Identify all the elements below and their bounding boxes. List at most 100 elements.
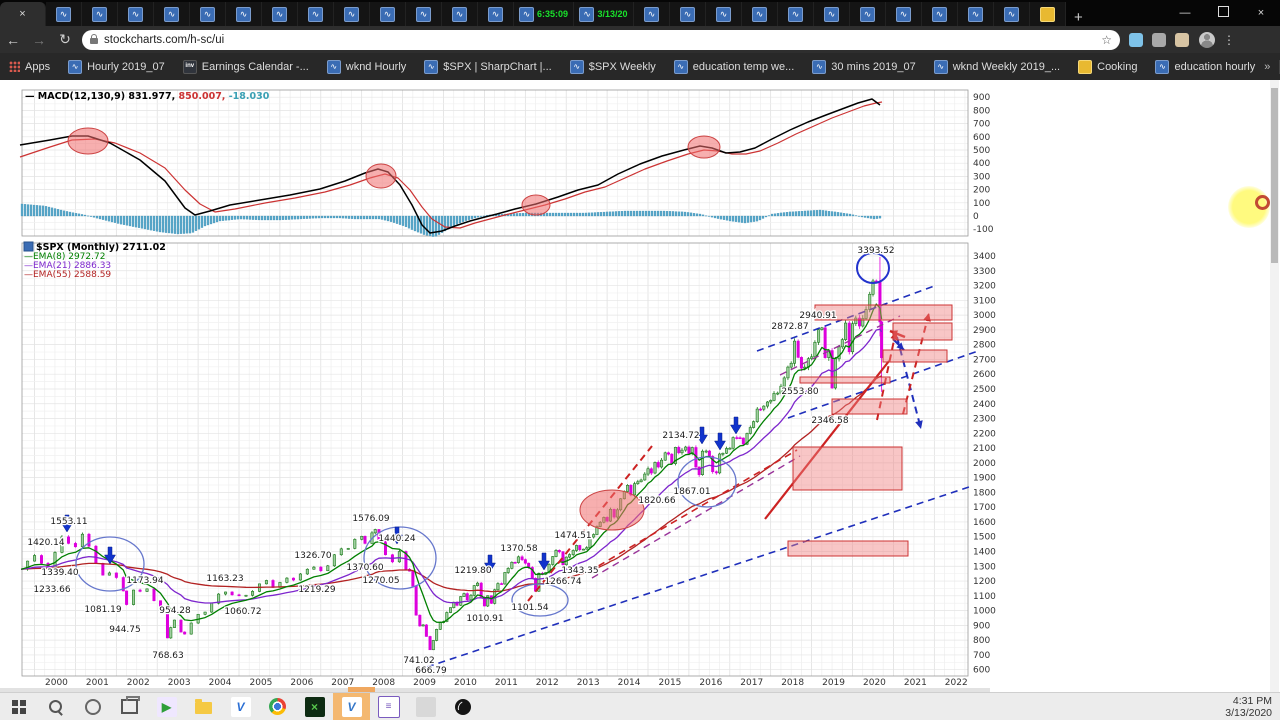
svg-text:1101.54: 1101.54 (511, 603, 548, 613)
bookmark-item[interactable]: ∿ $SPX Weekly (569, 59, 656, 74)
taskbar-app-media[interactable]: ▶ (148, 693, 185, 720)
tab-mini[interactable]: ∿ (958, 2, 994, 26)
window-controls: — × (1166, 0, 1280, 26)
cortana-button[interactable] (74, 693, 111, 720)
taskbar-app-trade-active[interactable]: V (333, 692, 370, 720)
tab-mini[interactable]: ∿ (886, 2, 922, 26)
stockcharts-favicon: ∿ (752, 6, 767, 22)
tab-mini[interactable]: ∿ (778, 2, 814, 26)
tab-mini[interactable]: ∿ (226, 2, 262, 26)
search-button[interactable] (37, 693, 74, 720)
bookmark-item[interactable]: ∿ wknd Hourly (326, 59, 406, 74)
tab-mini[interactable]: ∿ (922, 2, 958, 26)
svg-text:3000: 3000 (973, 311, 996, 321)
tab-mini[interactable]: ∿ (334, 2, 370, 26)
file-explorer-icon (195, 699, 212, 714)
taskbar-clock[interactable]: 4:31 PM 3/13/2020 (1225, 695, 1280, 719)
svg-text:2600: 2600 (973, 370, 996, 380)
address-bar[interactable]: stockcharts.com/h-sc/ui ☆ (82, 29, 1120, 50)
svg-text:1339.40: 1339.40 (41, 568, 78, 578)
spx-monthly-chart[interactable]: 9008007006005004003002001000-10034003300… (0, 80, 1280, 693)
new-tab-button[interactable]: + (1074, 9, 1083, 26)
tab-mini[interactable]: ∿ (406, 2, 442, 26)
task-view-icon (121, 696, 140, 714)
stockcharts-favicon: ∿ (200, 6, 215, 22)
svg-text:3200: 3200 (973, 282, 996, 292)
tab-mini[interactable]: ∿ (850, 2, 886, 26)
taskbar-app-inactive[interactable] (407, 693, 444, 720)
forward-button[interactable]: → (32, 31, 46, 48)
svg-text:1219.80: 1219.80 (454, 566, 491, 576)
url-text[interactable]: stockcharts.com/h-sc/ui (104, 33, 225, 46)
tab-mini[interactable]: ∿ (46, 2, 82, 26)
svg-text:2019: 2019 (822, 678, 845, 688)
scrollbar-thumb[interactable] (1271, 88, 1278, 263)
bookmark-label: wknd Weekly 2019_... (952, 60, 1061, 73)
minimize-button[interactable]: — (1179, 7, 1191, 19)
bookmark-item[interactable]: ∿ 30 mins 2019_07 (812, 59, 916, 74)
tab-mini[interactable]: ∿ (262, 2, 298, 26)
bookmark-item[interactable]: ∿ $SPX | SharpChart |... (424, 59, 552, 74)
svg-text:1420.14: 1420.14 (27, 538, 64, 548)
taskbar-app-trade[interactable]: V (222, 693, 259, 720)
menu-dots-icon[interactable]: ⋮ (1223, 32, 1235, 47)
svg-text:2004: 2004 (209, 678, 232, 688)
page-scrollbar[interactable] (1270, 80, 1279, 692)
extension-icon-1[interactable] (1129, 32, 1143, 47)
svg-text:0: 0 (973, 212, 979, 222)
svg-text:600: 600 (973, 133, 990, 143)
tab-mini[interactable]: ∿ (478, 2, 514, 26)
taskbar-app-charting[interactable]: × (296, 693, 333, 720)
taskbar-app-explorer[interactable] (185, 693, 222, 720)
tab-close-icon[interactable]: × (19, 8, 26, 20)
svg-text:741.02: 741.02 (403, 656, 435, 666)
tab-mini[interactable]: ∿ (634, 2, 670, 26)
extension-icon-3[interactable] (1175, 32, 1189, 47)
svg-text:2022: 2022 (945, 678, 968, 688)
start-button[interactable] (0, 693, 37, 720)
reload-button[interactable]: ↻ (59, 31, 71, 47)
taskbar-app-notes[interactable]: ≡ (370, 693, 407, 720)
bookmark-item[interactable]: Cooking (1078, 59, 1137, 74)
bookmark-item[interactable]: ∿ education temp we... (673, 59, 794, 74)
folder-icon (1078, 59, 1093, 74)
tab-timer[interactable]: ∿ 6:35:09 (514, 2, 574, 26)
tab-mini[interactable]: ∿ (670, 2, 706, 26)
svg-text:1553.11: 1553.11 (50, 517, 87, 527)
svg-text:2006: 2006 (290, 678, 313, 688)
bookmark-item[interactable]: inv Earnings Calendar -... (182, 59, 309, 74)
profile-avatar[interactable] (1199, 31, 1215, 48)
tab-active[interactable]: × (0, 2, 46, 26)
apps-button[interactable]: Apps (9, 61, 50, 73)
tab-folder[interactable] (1030, 2, 1066, 26)
tab-mini[interactable]: ∿ (814, 2, 850, 26)
extension-icon-2[interactable] (1152, 32, 1166, 47)
tab-mini[interactable]: ∿ (706, 2, 742, 26)
tab-mini[interactable]: ∿ (82, 2, 118, 26)
back-button[interactable]: ← (6, 31, 20, 48)
taskbar-app-sphere[interactable] (444, 693, 481, 720)
range-slider-handle[interactable] (348, 687, 375, 693)
tab-timer[interactable]: ∿ 3/13/20 (574, 2, 634, 26)
task-view-button[interactable] (111, 693, 148, 720)
bookmark-item[interactable]: ∿ wknd Weekly 2019_... (933, 59, 1061, 74)
tab-mini[interactable]: ∿ (442, 2, 478, 26)
svg-text:2200: 2200 (973, 429, 996, 439)
tab-mini[interactable]: ∿ (298, 2, 334, 26)
close-button[interactable]: × (1257, 7, 1265, 19)
bookmark-item[interactable]: ∿ Hourly 2019_07 (68, 59, 165, 74)
tab-mini[interactable]: ∿ (154, 2, 190, 26)
windows-logo-icon (11, 699, 26, 714)
tab-mini[interactable]: ∿ (370, 2, 406, 26)
tab-mini[interactable]: ∿ (994, 2, 1030, 26)
tab-mini[interactable]: ∿ (742, 2, 778, 26)
tab-mini[interactable]: ∿ (118, 2, 154, 26)
bookmark-star-icon[interactable]: ☆ (1101, 32, 1112, 47)
svg-text:2011: 2011 (495, 678, 518, 688)
tab-mini[interactable]: ∿ (190, 2, 226, 26)
bookmark-item[interactable]: ∿ education hourly (1155, 59, 1255, 74)
bookmarks-overflow-chevron[interactable]: » (1264, 60, 1271, 73)
taskbar-app-chrome[interactable] (259, 693, 296, 720)
svg-text:-100: -100 (973, 225, 994, 235)
maximize-button[interactable] (1204, 6, 1242, 20)
